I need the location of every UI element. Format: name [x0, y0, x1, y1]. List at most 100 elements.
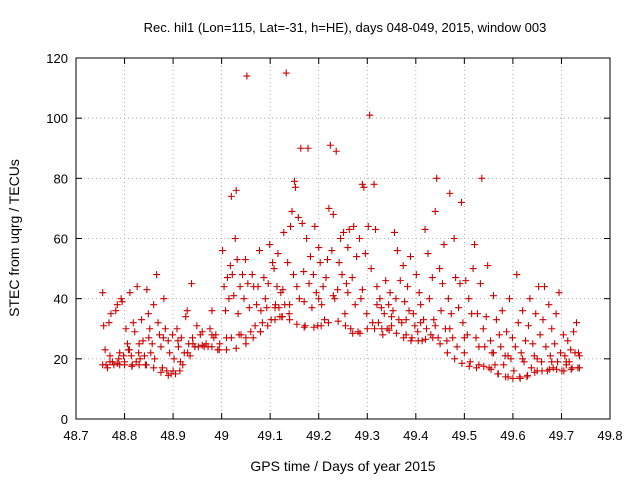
data-point [341, 310, 349, 318]
data-point [237, 331, 245, 339]
data-point [431, 322, 439, 330]
data-point [310, 323, 318, 331]
data-point [243, 72, 251, 80]
data-point [465, 362, 473, 370]
data-point [409, 310, 417, 318]
data-point [143, 286, 151, 294]
data-point [240, 295, 248, 303]
data-point [140, 352, 148, 360]
data-point [373, 283, 381, 291]
data-point [504, 352, 512, 360]
data-point [449, 334, 457, 342]
data-point [364, 222, 372, 230]
data-point [412, 271, 420, 279]
data-point [244, 280, 252, 288]
data-point [567, 346, 575, 354]
data-point [153, 271, 161, 279]
y-tick-labels: 0 20 40 60 80 100 120 [46, 51, 68, 427]
data-point [170, 355, 178, 363]
data-point [388, 322, 396, 330]
data-point [191, 343, 199, 351]
data-point [101, 346, 109, 354]
data-point [538, 358, 546, 366]
data-point [472, 334, 480, 342]
data-point [215, 346, 223, 354]
data-point [465, 295, 473, 303]
data-point [567, 365, 575, 373]
data-point [260, 274, 268, 282]
data-point [510, 367, 518, 375]
data-point [399, 262, 407, 270]
data-point [531, 368, 539, 376]
data-point [239, 271, 247, 279]
data-point [555, 289, 563, 297]
data-point [458, 359, 466, 367]
data-point [455, 304, 463, 312]
data-point [174, 343, 182, 351]
data-point [500, 361, 508, 369]
data-point [523, 371, 531, 379]
data-point [266, 241, 274, 249]
data-point [526, 295, 534, 303]
data-point [429, 334, 437, 342]
data-point [351, 301, 359, 309]
data-point [361, 250, 369, 258]
data-point [264, 280, 272, 288]
data-point [532, 310, 540, 318]
data-point [573, 319, 581, 327]
data-point [129, 319, 137, 327]
data-point [440, 241, 448, 249]
data-point [443, 337, 451, 345]
data-point [132, 358, 140, 366]
data-point [527, 364, 535, 372]
data-point [261, 295, 269, 303]
data-point [522, 337, 530, 345]
data-point [113, 301, 121, 309]
data-point [223, 274, 231, 282]
data-point [232, 344, 240, 352]
data-point [263, 304, 271, 312]
data-point [574, 349, 582, 357]
data-point [479, 325, 487, 333]
x-tick-label: 48.7 [63, 428, 88, 443]
data-point [236, 283, 244, 291]
data-point [177, 334, 185, 342]
data-point [503, 328, 511, 336]
data-point [471, 241, 479, 249]
data-point [447, 310, 455, 318]
data-point [417, 301, 425, 309]
data-point [506, 295, 514, 303]
data-point [395, 316, 403, 324]
data-point [545, 365, 553, 373]
data-point [164, 371, 172, 379]
data-point [356, 329, 364, 337]
data-point [335, 259, 343, 267]
data-point [430, 316, 438, 324]
data-point [107, 310, 115, 318]
data-point [304, 144, 312, 152]
data-point [315, 244, 323, 252]
data-point [188, 280, 196, 288]
data-point [460, 334, 468, 342]
data-point [251, 322, 259, 330]
data-point [548, 325, 556, 333]
data-point [551, 340, 559, 348]
data-point [131, 328, 139, 336]
data-point [305, 280, 313, 288]
y-axis-label: STEC from uqrg / TECUs [6, 159, 22, 317]
data-point [451, 355, 459, 363]
data-point [242, 334, 250, 342]
data-point [536, 331, 544, 339]
x-tick-label: 48.8 [112, 428, 137, 443]
data-point [560, 367, 568, 375]
data-point [360, 183, 368, 191]
data-point [253, 301, 261, 309]
data-point [284, 259, 292, 267]
data-point [99, 361, 107, 369]
data-point [489, 349, 497, 357]
data-point [559, 331, 567, 339]
data-point [344, 289, 352, 297]
x-axis-label: GPS time / Days of year 2015 [250, 458, 435, 474]
data-point [138, 316, 146, 324]
data-point [329, 292, 337, 300]
